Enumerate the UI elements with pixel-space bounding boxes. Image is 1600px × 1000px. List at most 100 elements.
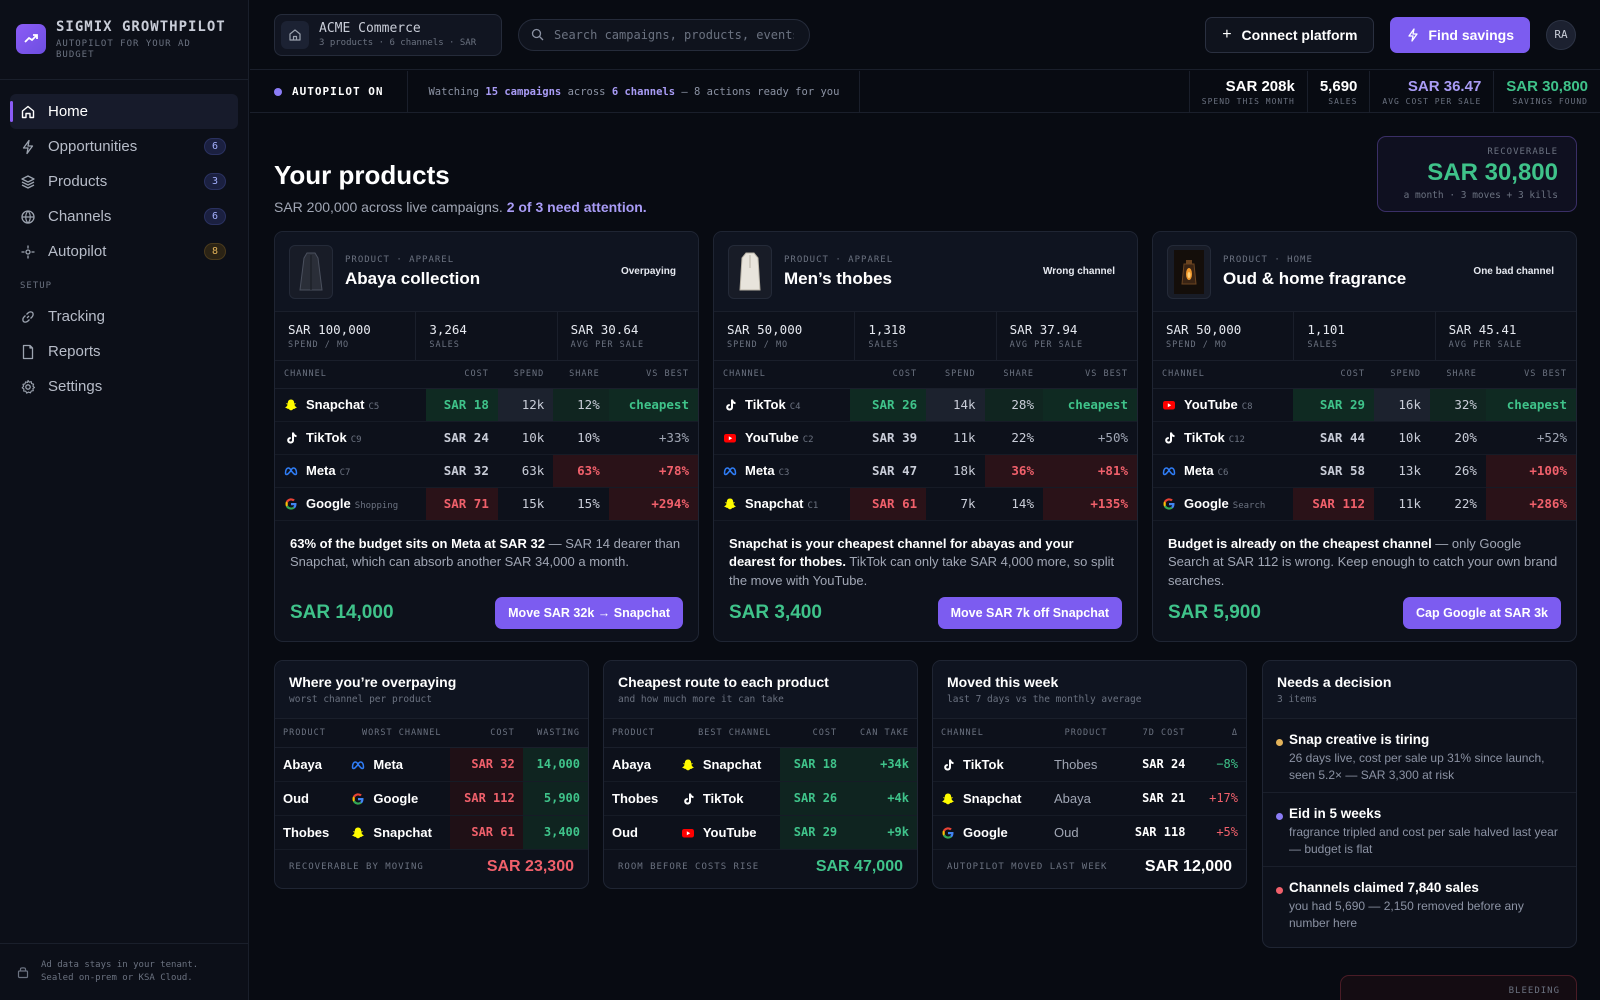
table-row[interactable]: Oud YouTube SAR 29 +9k: [604, 815, 917, 850]
spend-cell: 11k: [926, 421, 985, 455]
spend-cell: 10k: [497, 421, 554, 455]
find-savings-button[interactable]: Find savings: [1390, 16, 1530, 53]
sidebar-item-reports[interactable]: Reports: [10, 334, 238, 369]
channel-name: Google: [373, 790, 419, 806]
avatar[interactable]: RA: [1546, 19, 1576, 50]
workspace-summary: 3 products · 6 channels · SAR: [319, 38, 477, 48]
channel-row[interactable]: Meta C7 SAR 32 63k 63% +78%: [275, 454, 698, 488]
table-row[interactable]: Snapchat Abaya SAR 21 +17%: [933, 781, 1246, 816]
connect-platform-label: Connect platform: [1241, 26, 1358, 43]
spend-cell: 7k: [926, 487, 985, 521]
sidebar-item-tracking[interactable]: Tracking: [10, 299, 238, 334]
col-7d-cost: 7D COST: [1115, 719, 1194, 748]
metric-label: AVG PER SALE: [570, 340, 645, 350]
metric-value: 1,318: [868, 322, 906, 337]
search-input[interactable]: [554, 27, 794, 42]
table-row[interactable]: Abaya Meta SAR 32 14,000: [275, 747, 588, 782]
product-category: PRODUCT · HOME: [1223, 254, 1313, 265]
product-cell: Oud: [275, 781, 344, 816]
saving-value: SAR 14,000: [290, 602, 394, 623]
autopilot-status[interactable]: AUTOPILOT ON: [250, 71, 409, 112]
share-cell: 26%: [1429, 454, 1486, 488]
globe-icon: [21, 209, 35, 224]
share-cell: 10%: [553, 421, 609, 455]
tiktok-icon: [284, 431, 298, 445]
metric-value: SAR 37.94: [1009, 322, 1078, 337]
sidebar-item-opportunities[interactable]: Opportunities 6: [10, 129, 238, 164]
metric-value: SAR 100,000: [288, 322, 371, 337]
col-channel: CHANNEL: [275, 361, 426, 389]
campaign-code: C2: [802, 435, 814, 445]
sidebar-item-home[interactable]: Home: [10, 94, 238, 129]
can-take-cell: +34k: [845, 747, 917, 782]
channel-row[interactable]: Meta C3 SAR 47 18k 36% +81%: [714, 454, 1137, 488]
channel-row[interactable]: TikTok C4 SAR 26 14k 28% cheapest: [714, 388, 1137, 422]
sidebar-item-products[interactable]: Products 3: [10, 164, 238, 199]
watch-mid: across: [567, 85, 606, 98]
sidebar-item-channels[interactable]: Channels 6: [10, 199, 238, 234]
attention-link[interactable]: 2 of 3 need attention.: [506, 199, 647, 215]
cost-cell: SAR 61: [449, 815, 523, 850]
metric-value: SAR 50,000: [1166, 322, 1242, 337]
channel-row[interactable]: YouTube C8 SAR 29 16k 32% cheapest: [1153, 388, 1576, 422]
table-row[interactable]: TikTok Thobes SAR 24 −8%: [933, 747, 1246, 782]
channel-row[interactable]: Google Search SAR 112 11k 22% +286%: [1153, 487, 1576, 521]
channel-row[interactable]: TikTok C9 SAR 24 10k 10% +33%: [275, 421, 698, 455]
vs-best-cell: +286%: [1485, 487, 1576, 521]
channel-name-cell: YouTube C8: [1153, 388, 1293, 422]
table-row[interactable]: Thobes TikTok SAR 26 +4k: [604, 781, 917, 816]
decision-item[interactable]: Snap creative is tiring 26 days live, co…: [1263, 719, 1576, 793]
count-badge: 6: [204, 208, 226, 225]
vs-best-cell: +100%: [1485, 454, 1576, 488]
brand[interactable]: SIGMIX GROWTHPILOT AUTOPILOT FOR YOUR AD…: [0, 0, 248, 80]
channel-row[interactable]: Meta C6 SAR 58 13k 26% +100%: [1153, 454, 1576, 488]
product-metrics: SAR 50,000 SPEND / MO 1,318 SALES SAR 37.9…: [714, 312, 1137, 361]
metric-avg: SAR 37.94 AVG PER SALE: [997, 312, 1137, 360]
table-row[interactable]: Google Oud SAR 118 +5%: [933, 815, 1246, 850]
table-row[interactable]: Abaya Snapchat SAR 18 +34k: [604, 747, 917, 782]
col-can-take: CAN TAKE: [845, 719, 917, 748]
channel-name: TikTok: [745, 397, 786, 412]
tiktok-icon: [1162, 431, 1176, 445]
col-vs-best: VS BEST: [1485, 361, 1576, 389]
connect-platform-button[interactable]: + Connect platform: [1205, 16, 1375, 53]
spend-cell: 10k: [1374, 421, 1430, 455]
channel-row[interactable]: Snapchat C1 SAR 61 7k 14% +135%: [714, 487, 1137, 521]
col-wasting: WASTING: [522, 719, 588, 748]
channel-row[interactable]: YouTube C2 SAR 39 11k 22% +50%: [714, 421, 1137, 455]
search-box[interactable]: [518, 18, 810, 51]
sidebar-item-autopilot[interactable]: Autopilot 8: [10, 234, 238, 269]
card-header: PRODUCT · APPAREL Abaya collection Overp…: [275, 232, 698, 312]
channel-row[interactable]: TikTok C12 SAR 44 10k 20% +52%: [1153, 421, 1576, 455]
product-category: PRODUCT · APPAREL: [345, 254, 455, 265]
campaign-code: C7: [339, 468, 351, 478]
apply-action-button[interactable]: Move SAR 32k → Snapchat: [495, 597, 683, 629]
status-badge: Overpaying: [620, 266, 676, 277]
sidebar-item-settings[interactable]: Settings: [10, 369, 238, 404]
decision-title: Snap creative is tiring: [1289, 732, 1430, 747]
cost-cell: SAR 29: [779, 815, 846, 850]
apply-action-button[interactable]: Cap Google at SAR 3k: [1403, 597, 1561, 629]
cost-cell: SAR 21: [1115, 781, 1194, 816]
snapchat-icon: [723, 497, 737, 511]
vs-best-cell: +81%: [1042, 454, 1137, 488]
metric-sales: 3,264 SALES: [416, 312, 558, 360]
decision-item[interactable]: Eid in 5 weeks fragrance tripled and cos…: [1263, 793, 1576, 867]
table-row[interactable]: Oud Google SAR 112 5,900: [275, 781, 588, 816]
watch-channels: 6 channels: [611, 85, 676, 98]
metric-spend: SAR 50,000 SPEND / MO: [714, 312, 856, 360]
cost-cell: SAR 18: [425, 388, 498, 422]
youtube-icon: [681, 826, 695, 840]
channel-name: YouTube: [745, 430, 799, 445]
workspace-switcher[interactable]: ACME Commerce 3 products · 6 channels · …: [274, 13, 502, 56]
channel-row[interactable]: Snapchat C5 SAR 18 12k 12% cheapest: [275, 388, 698, 422]
bleeding-card[interactable]: BLEEDING: [1340, 975, 1577, 1000]
channel-row[interactable]: Google Shopping SAR 71 15k 15% +294%: [275, 487, 698, 521]
apply-action-button[interactable]: Move SAR 7k off Snapchat: [937, 597, 1122, 629]
footer-value: SAR 47,000: [815, 858, 903, 875]
col-share: SHARE: [1429, 361, 1486, 389]
col-spend: SPEND: [926, 361, 985, 389]
table-row[interactable]: Thobes Snapchat SAR 61 3,400: [275, 815, 588, 850]
decision-item[interactable]: Channels claimed 7,840 sales you had 5,6…: [1263, 867, 1576, 941]
recoverable-card[interactable]: RECOVERABLE SAR 30,800 a month · 3 moves…: [1377, 136, 1577, 212]
